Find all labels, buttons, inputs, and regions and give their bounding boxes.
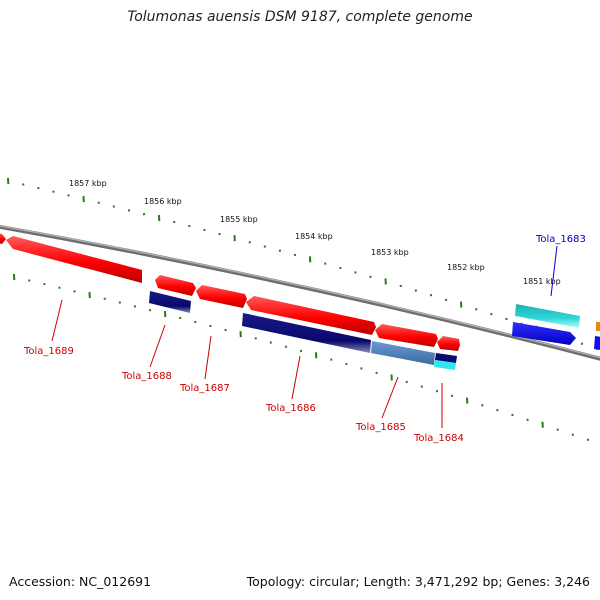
forward-strand-genes (0, 233, 460, 351)
gene-arrow-tola-1686[interactable] (246, 296, 376, 335)
gene-arrow-blue[interactable] (512, 322, 576, 345)
gene-label-tola-1685[interactable]: Tola_1685 (355, 422, 406, 433)
tick-label: 1853 kbp (371, 248, 409, 257)
gene-label-tola-1683[interactable]: Tola_1683 (535, 234, 586, 245)
tick-label: 1851 kbp (523, 277, 561, 286)
gene-bar-tola-1684-cyan[interactable] (434, 360, 456, 370)
reverse-strand-genes (149, 291, 457, 370)
genome-summary-text: Topology: circular; Length: 3,471,292 bp… (246, 574, 590, 589)
gene-label-tola-1689[interactable]: Tola_1689 (23, 346, 74, 357)
gene-arrow-tola-1684[interactable] (437, 336, 460, 351)
gene-arrow-blue-edge[interactable] (594, 336, 600, 350)
gene-labels: Tola_1689 Tola_1688 Tola_1687 Tola_1686 … (23, 234, 586, 444)
gene-arrow-tola-1690[interactable] (0, 233, 6, 244)
tick-label: 1856 kbp (144, 197, 182, 206)
tick-label: 1854 kbp (295, 232, 333, 241)
gene-bar-tola-1688-rev[interactable] (149, 291, 191, 313)
map-title: Tolumonas auensis DSM 9187, complete gen… (127, 9, 473, 25)
gene-label-tola-1686[interactable]: Tola_1686 (265, 403, 316, 414)
gene-bar-tola-1684-rev[interactable] (435, 353, 457, 363)
gene-label-tola-1687[interactable]: Tola_1687 (179, 383, 230, 394)
tick-label: 1855 kbp (220, 215, 258, 224)
inner-tick-track (13, 273, 590, 441)
gene-arrow-tola-1687[interactable] (196, 285, 247, 308)
tick-label: 1852 kbp (447, 263, 485, 272)
gene-arrow-tola-1689[interactable] (6, 236, 142, 283)
gene-bar-orange[interactable] (596, 322, 600, 331)
gene-bar-tola-1686-rev[interactable] (242, 313, 371, 353)
tick-labels: 1857 kbp 1856 kbp 1855 kbp 1854 kbp 1853… (69, 179, 561, 286)
gene-arrow-tola-1685[interactable] (375, 324, 438, 347)
gene-label-tola-1688[interactable]: Tola_1688 (121, 371, 172, 382)
gene-bar-tola-1685-rev[interactable] (371, 341, 435, 365)
tick-label: 1857 kbp (69, 179, 107, 188)
gene-bar-tola-1683[interactable] (515, 304, 580, 328)
tola-1683-genes (512, 304, 600, 350)
gene-arrow-tola-1688[interactable] (155, 275, 196, 296)
accession-text: Accession: NC_012691 (9, 574, 152, 589)
gene-label-tola-1684[interactable]: Tola_1684 (413, 433, 464, 444)
